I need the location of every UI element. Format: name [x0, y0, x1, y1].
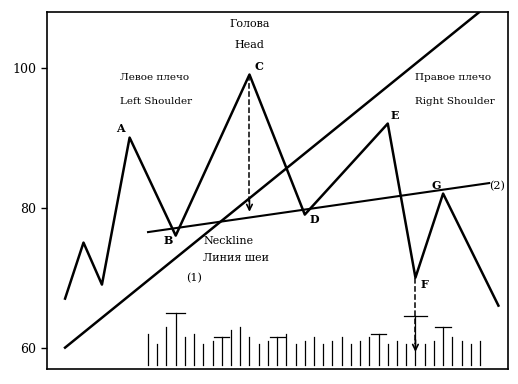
Text: A: A: [117, 123, 125, 134]
Text: F: F: [420, 279, 428, 290]
Text: Head: Head: [235, 40, 264, 50]
Text: Left Shoulder: Left Shoulder: [120, 97, 193, 106]
Text: (2): (2): [489, 181, 505, 192]
Text: D: D: [309, 214, 319, 225]
Text: G: G: [432, 180, 441, 191]
Text: Голова: Голова: [229, 19, 270, 29]
Text: (1): (1): [186, 273, 202, 283]
Text: Линия шеи: Линия шеи: [204, 253, 269, 263]
Text: Right Shoulder: Right Shoulder: [415, 97, 495, 106]
Text: C: C: [254, 61, 263, 73]
Text: Neckline: Neckline: [204, 236, 253, 246]
Text: B: B: [164, 235, 173, 246]
Text: E: E: [391, 111, 399, 121]
Text: Левое плечо: Левое плечо: [120, 73, 190, 81]
Text: Правое плечо: Правое плечо: [415, 73, 492, 81]
